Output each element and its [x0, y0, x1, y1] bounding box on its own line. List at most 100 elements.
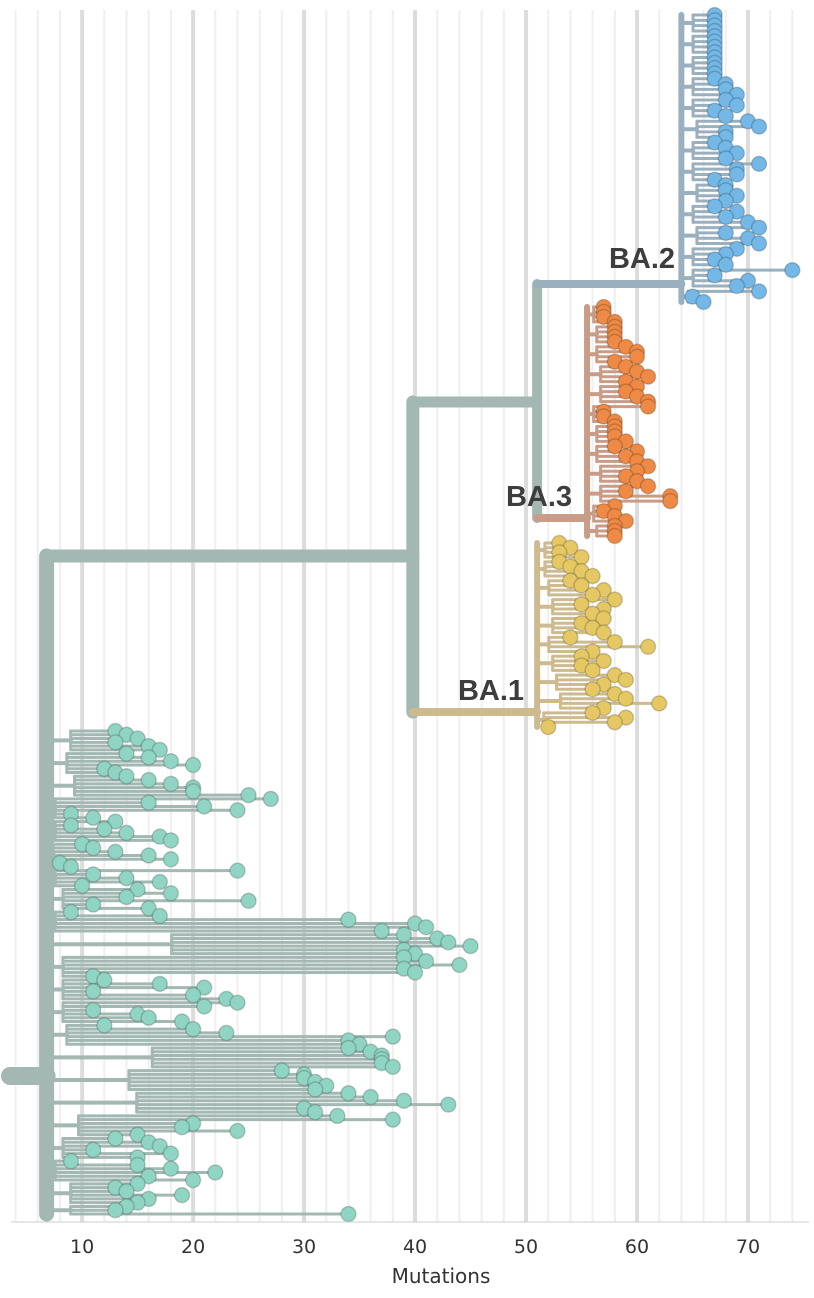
tip-BA.1	[595, 652, 612, 670]
tip-basal	[229, 801, 246, 819]
tip-BA.3	[639, 477, 657, 495]
x-tick-label: 10	[70, 1236, 94, 1258]
tip-BA.2	[728, 97, 746, 114]
tip-basal	[195, 998, 213, 1015]
x-tick-label: 30	[292, 1236, 316, 1258]
tip-basal	[184, 1171, 202, 1189]
tip-basal	[84, 839, 102, 857]
tip-basal	[229, 1122, 246, 1140]
tip-basal	[151, 975, 169, 993]
tip-basal	[162, 752, 180, 770]
tip-BA.1	[617, 690, 635, 707]
tip-basal	[62, 903, 80, 921]
tip-basal	[162, 775, 180, 793]
x-axis-ticks: 10 20 30 40 50 60 70	[70, 1236, 760, 1258]
tip-basal	[62, 858, 80, 876]
tip-basal	[62, 1152, 80, 1170]
tip-basal	[129, 881, 146, 898]
tip-basal	[417, 952, 435, 970]
tip-basal	[384, 1028, 402, 1045]
tip-basal	[129, 1156, 146, 1174]
tip-basal	[140, 794, 157, 811]
tip-basal	[96, 971, 113, 989]
tip-BA.2	[750, 219, 768, 236]
tip-BA.2	[728, 277, 746, 295]
tip-basal	[395, 926, 413, 944]
tip-basal	[373, 922, 391, 940]
tip-BA.2	[706, 267, 723, 284]
tip-basal	[162, 832, 180, 849]
tip-basal	[273, 1062, 291, 1079]
tip-BA.2	[784, 261, 801, 279]
tip-BA.1	[606, 714, 624, 731]
tip-basal	[184, 986, 202, 1004]
tip-BA.1	[617, 671, 635, 689]
tip-basal	[107, 1130, 124, 1147]
tip-basal	[107, 813, 124, 830]
tip-basal	[73, 877, 91, 894]
tip-BA.1	[650, 695, 668, 712]
tip-basal	[140, 1168, 157, 1185]
tip-basal	[84, 1001, 102, 1019]
tip-basal	[195, 798, 213, 815]
tip-BA.1	[584, 704, 601, 722]
tip-basal	[207, 1164, 224, 1181]
clade-label-BA.3: BA.3	[506, 481, 572, 513]
tip-basal	[262, 790, 280, 808]
x-axis-title: Mutations	[392, 1264, 491, 1288]
tip-BA.1	[584, 681, 601, 698]
tip-basal	[229, 862, 246, 879]
tip-basal	[395, 1092, 413, 1110]
x-axis: 10 20 30 40 50 60 70 Mutations	[11, 1221, 809, 1288]
tip-basal	[140, 847, 157, 864]
tip-basal	[240, 786, 257, 804]
x-tick-label: 60	[625, 1236, 649, 1258]
tip-basal	[84, 896, 102, 913]
tip-basal	[218, 1024, 235, 1042]
tip-BA.2	[728, 166, 746, 183]
tip-basal	[229, 994, 246, 1011]
tip-basal	[140, 900, 157, 917]
x-tick-label: 70	[736, 1236, 760, 1258]
tip-BA.3	[639, 368, 657, 385]
tip-basal	[451, 956, 468, 974]
x-tick-label: 50	[514, 1236, 538, 1258]
tip-BA.1	[573, 577, 590, 594]
tip-basal	[162, 851, 180, 868]
tip-basal	[384, 1111, 402, 1128]
tip-basal	[151, 873, 169, 891]
tip-basal	[140, 771, 157, 789]
tip-BA.1	[573, 596, 590, 613]
tip-BA.3	[617, 482, 635, 500]
x-tick-label: 40	[403, 1236, 427, 1258]
tip-BA.1	[639, 638, 657, 656]
tip-BA.1	[606, 591, 624, 608]
tip-BA.1	[539, 718, 557, 736]
tip-BA.2	[750, 283, 768, 300]
tip-basal	[84, 866, 102, 883]
tip-BA.2	[717, 107, 735, 125]
tip-basal	[173, 1013, 191, 1030]
tip-basal	[107, 843, 124, 860]
tip-BA.1	[562, 629, 579, 646]
tip-BA.1	[584, 586, 601, 604]
clade-labels: BA.1 BA.2 BA.3	[458, 243, 675, 707]
tip-basal	[140, 1009, 157, 1027]
tip-basal	[340, 1039, 357, 1057]
tip-basal	[184, 1020, 202, 1038]
tip-basal	[118, 1183, 135, 1200]
tip-BA.2	[695, 293, 712, 311]
tip-BA.3	[606, 438, 624, 455]
tip-basal	[162, 1160, 180, 1177]
tip-BA.3	[662, 492, 679, 510]
tip-basal	[340, 911, 357, 928]
tip-basal	[162, 885, 180, 902]
tip-basal	[384, 1058, 402, 1076]
tip-basal	[173, 1186, 191, 1204]
x-tick-label: 20	[181, 1236, 205, 1258]
tip-basal	[329, 1107, 346, 1125]
tip-basal	[118, 768, 135, 785]
tip-BA.3	[606, 527, 624, 545]
tip-basal	[62, 817, 80, 834]
